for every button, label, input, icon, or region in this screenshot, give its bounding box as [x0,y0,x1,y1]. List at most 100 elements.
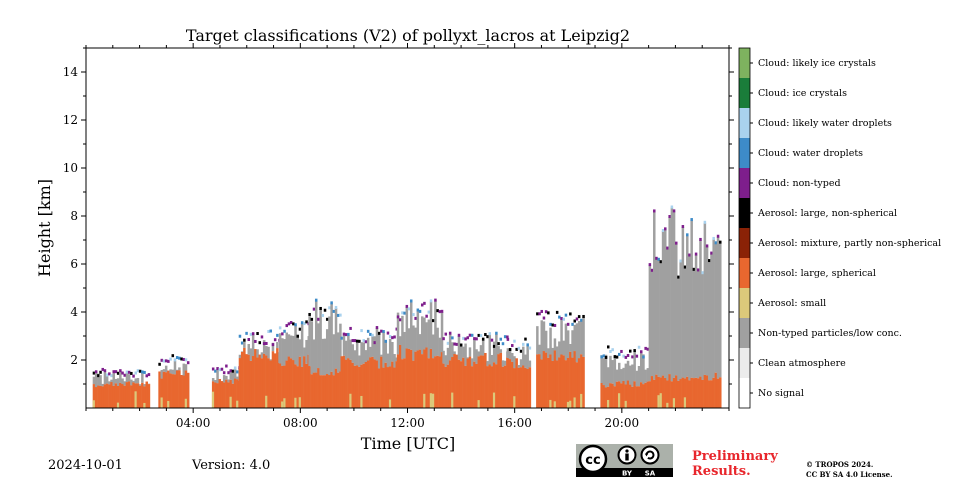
aerosol-class-bar-nontyped [681,227,685,378]
aerosol-class-bar-large-spherical [613,386,617,408]
aerosol-class-bar-large-spherical [631,386,634,408]
aerosol-class-bar-nontyped [380,354,383,357]
cloud-class-cell [473,337,476,341]
cloud-class-cell [475,337,478,341]
aerosol-class-bar-large-spherical [101,386,104,408]
aerosol-class-bar-small [423,393,426,408]
aerosol-class-bar-nontyped [308,316,311,367]
aerosol-class-bar-nontyped [566,330,570,358]
colorbar-swatch [739,48,750,78]
cloud-class-cell [524,337,527,341]
aerosol-class-bar-large-spherical [475,363,478,408]
cloud-class-cell [330,301,333,305]
aerosol-class-bar-nontyped [631,364,634,387]
aerosol-class-bar-large-spherical [405,348,409,408]
cloud-class-cell [697,268,700,272]
cloud-class-cell [292,322,295,326]
cloud-class-cell [659,260,663,264]
aerosol-class-bar-nontyped [296,336,299,367]
aerosol-class-bar-large-spherical [659,377,663,408]
aerosol-class-bar-large-spherical [344,359,348,408]
aerosol-class-bar-nontyped [420,316,424,355]
aerosol-class-bar-nontyped [444,355,448,367]
aerosol-class-bar-large-spherical [186,372,190,408]
aerosol-class-bar-nontyped [542,321,546,352]
aerosol-class-bar-large-spherical [169,373,172,408]
aerosol-class-bar-large-spherical [436,355,439,408]
aerosol-class-bar-large-spherical [642,384,645,408]
aerosol-class-bar-nontyped [692,269,696,379]
aerosol-class-bar-large-spherical [342,355,346,408]
cloud-class-cell [716,234,720,238]
aerosol-class-bar-large-spherical [569,351,572,408]
cloud-class-cell [130,371,133,375]
cloud-class-cell [358,339,361,343]
aerosol-class-bar-nontyped [325,329,329,374]
cloud-class-cell [677,275,680,279]
aerosol-class-bar-large-spherical [143,386,146,408]
cloud-class-cell [125,370,129,374]
cc-by-sa-license-icon[interactable]: cc BY SA [576,444,673,477]
aerosol-class-bar-nontyped [405,306,409,349]
aerosol-class-bar-nontyped [401,315,404,360]
aerosol-class-bar-large-spherical [620,383,623,408]
aerosol-class-bar-nontyped [300,323,304,367]
aerosol-class-bar-nontyped [386,353,390,368]
aerosol-class-bar-nontyped [690,220,693,378]
aerosol-class-bar-large-spherical [119,382,122,408]
cloud-class-cell [211,367,215,371]
aerosol-class-bar-large-spherical [112,385,115,408]
cloud-class-cell [353,339,357,343]
aerosol-class-bar-small [553,401,557,408]
aerosol-class-bar-nontyped [497,346,500,355]
aerosol-class-bar-large-spherical [580,354,583,408]
aerosol-class-bar-large-spherical [571,357,574,408]
cloud-class-cell [672,209,676,213]
aerosol-class-bar-small [672,398,676,408]
aerosol-class-bar-large-spherical [611,383,614,408]
aerosol-class-bar-large-spherical [423,349,426,408]
aerosol-class-bar-nontyped [519,359,523,368]
cloud-class-cell [386,331,390,335]
colorbar-label: Cloud: non-typed [758,178,841,189]
aerosol-class-bar-nontyped [600,355,603,383]
aerosol-class-bar-nontyped [377,333,381,369]
aerosol-class-bar-large-spherical [340,356,344,408]
aerosol-class-bar-nontyped [233,368,237,379]
cloud-class-cell [690,218,693,222]
data-column [340,326,399,408]
cloud-class-cell [388,335,392,339]
aerosol-class-bar-nontyped [238,354,242,359]
cloud-class-cell [470,333,474,337]
aerosol-class-bar-large-spherical [271,351,275,408]
colorbar-frame [738,47,751,409]
aerosol-class-bar-large-spherical [549,354,552,408]
aerosol-class-bar-nontyped [699,239,702,377]
cloud-class-cell [719,240,722,244]
aerosol-class-bar-nontyped [644,369,647,383]
aerosol-class-bar-large-spherical [339,371,342,408]
cloud-class-cell [681,225,685,229]
colorbar-label: Aerosol: large, non-spherical [757,208,897,219]
x-tick-label: 04:00 [176,416,211,430]
aerosol-class-bar-nontyped [488,334,492,365]
cloud-class-cell [175,356,179,360]
aerosol-class-bar-large-spherical [240,351,244,408]
aerosol-class-bar-large-spherical [699,376,702,408]
cloud-class-cell [653,209,656,213]
aerosol-class-bar-large-spherical [220,381,224,408]
colorbar-label: Non-typed particles/low conc. [758,328,902,339]
aerosol-class-bar-large-spherical [267,358,270,408]
aerosol-class-bar-large-spherical [362,363,366,408]
colorbar-swatch [739,288,750,318]
aerosol-class-bar-large-spherical [573,351,576,408]
cloud-class-cell [457,333,461,337]
aerosol-class-bar-large-spherical [440,352,444,408]
aerosol-class-bar-large-spherical [396,354,400,408]
aerosol-class-bar-nontyped [451,342,454,357]
cloud-class-cell [123,373,126,377]
aerosol-class-bar-nontyped [457,335,461,360]
aerosol-class-bar-nontyped [629,365,632,385]
aerosol-class-bar-large-spherical [683,378,687,408]
cloud-class-cell [300,321,304,325]
